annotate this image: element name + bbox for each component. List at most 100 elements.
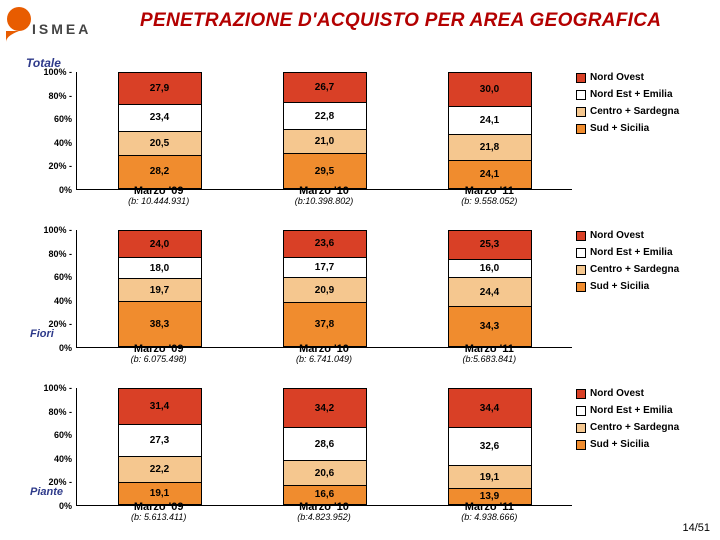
legend-label: Nord Est + Emilia	[590, 405, 673, 416]
legend-swatch	[576, 107, 586, 117]
y-axis: 0%20% -40%60%80% -100% -	[40, 72, 74, 190]
bar-segment: 23,6	[283, 230, 367, 258]
bar-column: 23,617,720,937,8	[242, 230, 407, 347]
y-tick: 0%	[59, 501, 72, 511]
x-sublabel: (b:5.683.841)	[407, 354, 572, 364]
y-tick: 0%	[59, 343, 72, 353]
legend: Nord Ovest Nord Est + Emilia Centro + Sard…	[576, 388, 716, 456]
bar-column: 25,316,024,434,3	[407, 230, 572, 347]
legend-label: Sud + Sicilia	[590, 281, 649, 292]
page-title: PENETRAZIONE D'ACQUISTO PER AREA GEOGRAF…	[140, 10, 714, 32]
y-tick: 20% -	[48, 319, 72, 329]
legend: Nord Ovest Nord Est + Emilia Centro + Sard…	[576, 230, 716, 298]
stacked-bar: 25,316,024,434,3	[448, 230, 532, 347]
x-label-col: Marzo '10(b:10.398.802)	[241, 185, 406, 206]
y-tick: 80% -	[48, 91, 72, 101]
x-label-col: Marzo '09(b: 6.075.498)	[76, 343, 241, 364]
legend-swatch	[576, 73, 586, 83]
y-tick: 0%	[59, 185, 72, 195]
legend-swatch	[576, 90, 586, 100]
legend-item: Nord Est + Emilia	[576, 247, 716, 258]
bar-segment: 20,6	[283, 461, 367, 485]
y-tick: 60%	[54, 114, 72, 124]
x-sublabel: (b: 10.444.931)	[76, 196, 241, 206]
bar-segment: 28,6	[283, 428, 367, 461]
legend-label: Nord Ovest	[590, 72, 644, 83]
y-tick: 60%	[54, 272, 72, 282]
legend-item: Nord Ovest	[576, 72, 716, 83]
stacked-bar: 27,923,420,528,2	[118, 72, 202, 189]
y-tick: 80% -	[48, 249, 72, 259]
bar-segment: 22,8	[283, 103, 367, 130]
legend-label: Centro + Sardegna	[590, 106, 679, 117]
bar-segment: 26,7	[283, 72, 367, 103]
legend-label: Nord Ovest	[590, 230, 644, 241]
bar-segment: 16,0	[448, 260, 532, 279]
bar-column: 31,427,322,219,1	[77, 388, 242, 505]
y-tick: 60%	[54, 430, 72, 440]
x-sublabel: (b: 6.075.498)	[76, 354, 241, 364]
stacked-bar: 23,617,720,937,8	[283, 230, 367, 347]
legend-item: Sud + Sicilia	[576, 281, 716, 292]
legend-swatch	[576, 248, 586, 258]
x-label-col: Marzo '11(b:5.683.841)	[407, 343, 572, 364]
bar-segment: 23,4	[118, 105, 202, 132]
legend-label: Nord Ovest	[590, 388, 644, 399]
x-sublabel: (b:10.398.802)	[241, 196, 406, 206]
panel-piante: Piante0%20% -40%60%80% -100% -31,427,322…	[0, 374, 720, 524]
y-tick: 40%	[54, 454, 72, 464]
chart-area: 27,923,420,528,2 26,722,821,029,5 30,024,1…	[76, 72, 572, 190]
y-tick: 100% -	[43, 67, 72, 77]
x-sublabel: (b: 4.938.666)	[407, 512, 572, 522]
legend-label: Sud + Sicilia	[590, 439, 649, 450]
bar-segment: 32,6	[448, 428, 532, 466]
stacked-bar: 34,228,620,616,6	[283, 388, 367, 505]
x-sublabel: (b: 9.558.052)	[407, 196, 572, 206]
bar-segment: 24,0	[118, 230, 202, 258]
legend-label: Centro + Sardegna	[590, 422, 679, 433]
x-sublabel: (b: 5.613.411)	[76, 512, 241, 522]
bar-segment: 24,4	[448, 278, 532, 307]
x-label-col: Marzo '09(b: 10.444.931)	[76, 185, 241, 206]
legend-item: Centro + Sardegna	[576, 264, 716, 275]
bar-segment: 21,0	[283, 130, 367, 155]
stacked-bar: 26,722,821,029,5	[283, 72, 367, 189]
bar-column: 24,018,019,738,3	[77, 230, 242, 347]
stacked-bar: 30,024,121,824,1	[448, 72, 532, 189]
legend-label: Nord Est + Emilia	[590, 89, 673, 100]
x-sublabel: (b:4.823.952)	[241, 512, 406, 522]
x-label-col: Marzo '11(b: 4.938.666)	[407, 501, 572, 522]
bar-column: 30,024,121,824,1	[407, 72, 572, 189]
x-labels: Marzo '09(b: 6.075.498)Marzo '10(b: 6.74…	[76, 343, 572, 364]
svg-text:ISMEA: ISMEA	[32, 21, 91, 37]
stacked-bar: 34,432,619,113,9	[448, 388, 532, 505]
bar-column: 26,722,821,029,5	[242, 72, 407, 189]
x-label-col: Marzo '09(b: 5.613.411)	[76, 501, 241, 522]
bar-segment: 20,9	[283, 278, 367, 302]
bar-segment: 37,8	[283, 303, 367, 347]
legend-swatch	[576, 440, 586, 450]
bar-segment: 17,7	[283, 258, 367, 279]
legend-swatch	[576, 265, 586, 275]
stacked-bar: 24,018,019,738,3	[118, 230, 202, 347]
bar-segment: 29,5	[283, 154, 367, 189]
y-axis: 0%20% -40%60%80% -100% -	[40, 388, 74, 506]
bar-segment: 30,0	[448, 72, 532, 107]
y-tick: 100% -	[43, 225, 72, 235]
legend-label: Centro + Sardegna	[590, 264, 679, 275]
legend-item: Nord Ovest	[576, 388, 716, 399]
bar-segment: 25,3	[448, 230, 532, 260]
stacked-bar: 31,427,322,219,1	[118, 388, 202, 505]
bar-column: 34,432,619,113,9	[407, 388, 572, 505]
legend-swatch	[576, 423, 586, 433]
bar-segment: 21,8	[448, 135, 532, 161]
ismea-logo: ISMEA	[6, 6, 106, 42]
y-tick: 80% -	[48, 407, 72, 417]
legend-item: Nord Est + Emilia	[576, 405, 716, 416]
bar-segment: 31,4	[118, 388, 202, 425]
x-label-col: Marzo '10(b:4.823.952)	[241, 501, 406, 522]
bar-column: 34,228,620,616,6	[242, 388, 407, 505]
bar-segment: 34,2	[283, 388, 367, 428]
bar-segment: 18,0	[118, 258, 202, 279]
legend-swatch	[576, 231, 586, 241]
